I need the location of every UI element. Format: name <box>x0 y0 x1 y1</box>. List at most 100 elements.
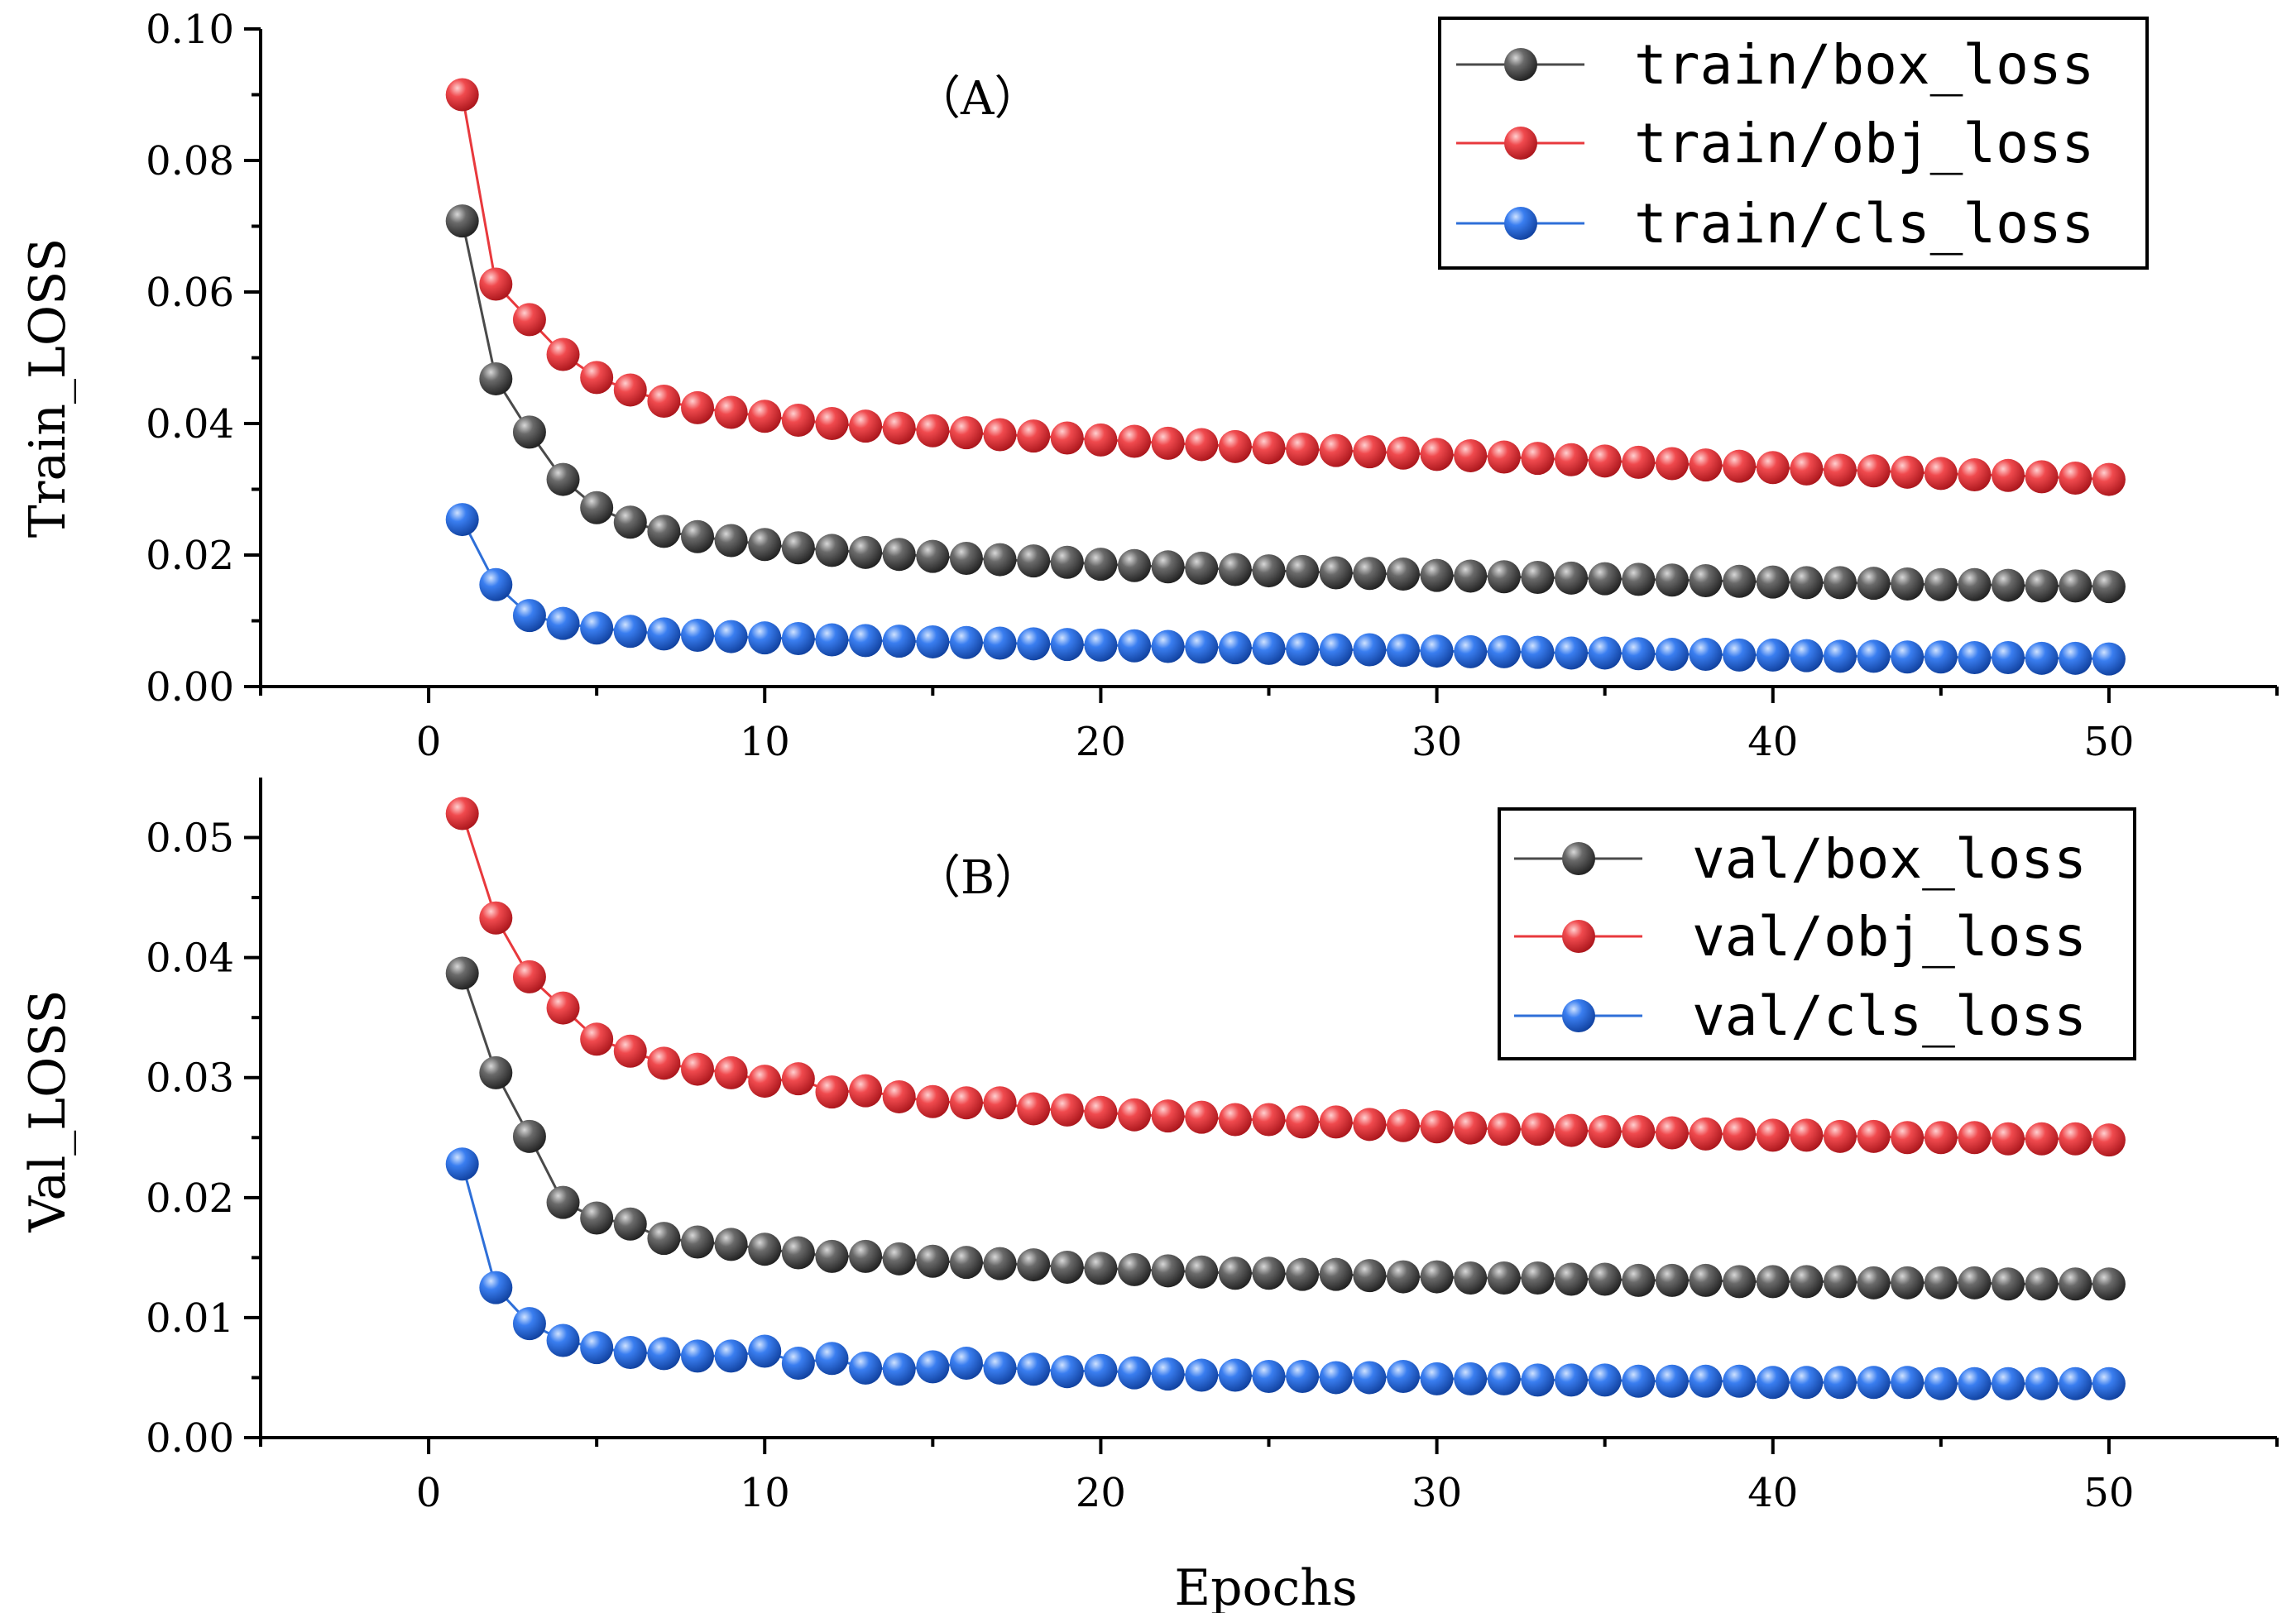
data-point-train-obj-loss <box>781 404 815 438</box>
data-point-train-cls-loss <box>1454 634 1488 668</box>
data-point-val-box-loss <box>748 1232 782 1266</box>
data-point-train-obj-loss <box>479 267 513 301</box>
data-point-train-cls-loss <box>1756 638 1790 672</box>
data-point-val-obj-loss <box>1857 1119 1891 1153</box>
data-point-val-box-loss <box>1454 1261 1488 1295</box>
data-point-val-cls-loss <box>849 1351 883 1385</box>
data-point-train-obj-loss <box>647 384 681 418</box>
data-point-train-cls-loss <box>1319 633 1353 667</box>
data-point-train-cls-loss <box>849 624 883 658</box>
data-point-val-box-loss <box>916 1244 950 1278</box>
data-point-train-obj-loss <box>882 411 916 445</box>
panel-a-y-axis-title: Train_LOSS <box>19 238 77 538</box>
data-point-train-cls-loss <box>1386 634 1420 668</box>
data-point-train-obj-loss <box>815 407 849 440</box>
data-point-train-obj-loss <box>1622 445 1656 479</box>
legend-entry-val-obj-loss: val/obj_loss <box>1514 905 2087 969</box>
data-point-train-box-loss <box>1689 564 1723 598</box>
data-point-train-box-loss <box>613 505 647 539</box>
legend-label-train-obj-loss: train/obj_loss <box>1634 112 2094 175</box>
data-point-train-cls-loss <box>1891 640 1925 674</box>
data-point-val-obj-loss <box>1487 1113 1521 1146</box>
data-point-val-cls-loss <box>1487 1362 1521 1395</box>
data-point-val-box-loss <box>1017 1248 1051 1282</box>
data-point-val-obj-loss <box>1588 1115 1622 1149</box>
panel-b-y-axis-title: Val_LOSS <box>19 990 77 1233</box>
data-point-train-cls-loss <box>1790 639 1824 672</box>
panel-b-y-tick-label: 0.03 <box>146 1055 234 1102</box>
data-point-train-obj-loss <box>1218 429 1252 463</box>
data-point-val-cls-loss <box>1992 1367 2025 1400</box>
data-point-train-cls-loss <box>546 606 580 640</box>
data-point-train-box-loss <box>1017 544 1051 578</box>
data-point-val-cls-loss <box>1084 1353 1118 1387</box>
data-point-val-obj-loss <box>781 1062 815 1096</box>
data-point-train-obj-loss <box>512 303 546 337</box>
data-point-val-cls-loss <box>613 1335 647 1369</box>
data-point-val-cls-loss <box>1857 1366 1891 1400</box>
data-point-train-box-loss <box>1655 563 1689 597</box>
data-point-val-obj-loss <box>1992 1122 2025 1156</box>
data-point-train-obj-loss <box>1588 444 1622 478</box>
series-val-box-loss <box>445 956 2126 1301</box>
data-point-train-box-loss <box>2025 569 2059 603</box>
data-point-val-obj-loss <box>479 901 513 935</box>
data-point-val-box-loss <box>445 956 479 990</box>
data-point-val-box-loss <box>1823 1265 1857 1299</box>
data-point-train-box-loss <box>849 535 883 569</box>
data-point-val-cls-loss <box>1185 1358 1219 1392</box>
data-point-train-obj-loss <box>1185 428 1219 462</box>
data-point-train-obj-loss <box>1252 431 1286 465</box>
data-point-train-box-loss <box>580 491 614 524</box>
data-point-train-cls-loss <box>949 625 983 659</box>
panel-a-y-tick-label: 0.10 <box>146 7 234 53</box>
legend-marker-train-box-loss <box>1504 48 1537 81</box>
data-point-train-box-loss <box>1353 557 1387 591</box>
data-point-train-box-loss <box>1958 567 1992 601</box>
data-point-val-cls-loss <box>1588 1363 1622 1397</box>
panel-a-y-tick-label: 0.00 <box>146 664 234 711</box>
data-point-train-box-loss <box>916 539 950 573</box>
data-point-train-box-loss <box>2092 570 2126 604</box>
data-point-val-obj-loss <box>1790 1118 1824 1152</box>
data-point-train-cls-loss <box>1992 641 2025 675</box>
data-point-val-cls-loss <box>1723 1364 1757 1398</box>
legend-marker-val-cls-loss <box>1562 999 1595 1032</box>
data-point-val-box-loss <box>1319 1257 1353 1291</box>
data-point-train-box-loss <box>1319 556 1353 590</box>
legend-label-val-obj-loss: val/obj_loss <box>1692 905 2087 969</box>
data-point-train-cls-loss <box>1017 627 1051 661</box>
data-point-train-cls-loss <box>2092 642 2126 676</box>
data-point-train-cls-loss <box>983 626 1017 660</box>
data-point-train-cls-loss <box>1353 633 1387 667</box>
data-point-val-box-loss <box>1353 1259 1387 1293</box>
data-point-val-cls-loss <box>714 1339 748 1373</box>
data-point-train-box-loss <box>748 528 782 562</box>
data-point-train-cls-loss <box>613 615 647 649</box>
data-point-val-box-loss <box>1555 1262 1589 1296</box>
x-axis-title: Epochs <box>1174 1559 1357 1613</box>
data-point-train-obj-loss <box>983 418 1017 452</box>
legend-marker-val-box-loss <box>1562 842 1595 875</box>
data-point-val-box-loss <box>882 1242 916 1276</box>
data-point-train-box-loss <box>1756 565 1790 599</box>
data-point-val-obj-loss <box>1521 1113 1555 1146</box>
data-point-train-box-loss <box>1857 567 1891 601</box>
data-point-val-cls-loss <box>1756 1366 1790 1400</box>
data-point-train-box-loss <box>512 415 546 449</box>
data-point-val-obj-loss <box>1118 1098 1152 1132</box>
data-point-train-obj-loss <box>1050 421 1084 455</box>
panel-b-y-tick-label: 0.02 <box>146 1175 234 1222</box>
data-point-train-cls-loss <box>1252 631 1286 665</box>
data-point-val-cls-loss <box>1924 1367 1958 1400</box>
data-point-train-box-loss <box>1924 567 1958 601</box>
data-point-val-obj-loss <box>1319 1105 1353 1139</box>
data-point-train-box-loss <box>1823 566 1857 600</box>
data-point-train-box-loss <box>1723 564 1757 598</box>
data-point-train-box-loss <box>681 519 715 553</box>
data-point-train-obj-loss <box>1454 438 1488 472</box>
data-point-val-obj-loss <box>983 1086 1017 1120</box>
panel-a-y-tick-label: 0.04 <box>146 401 234 448</box>
data-point-val-box-loss <box>1286 1257 1320 1291</box>
panel-a-x-tick-label: 50 <box>2083 719 2134 765</box>
